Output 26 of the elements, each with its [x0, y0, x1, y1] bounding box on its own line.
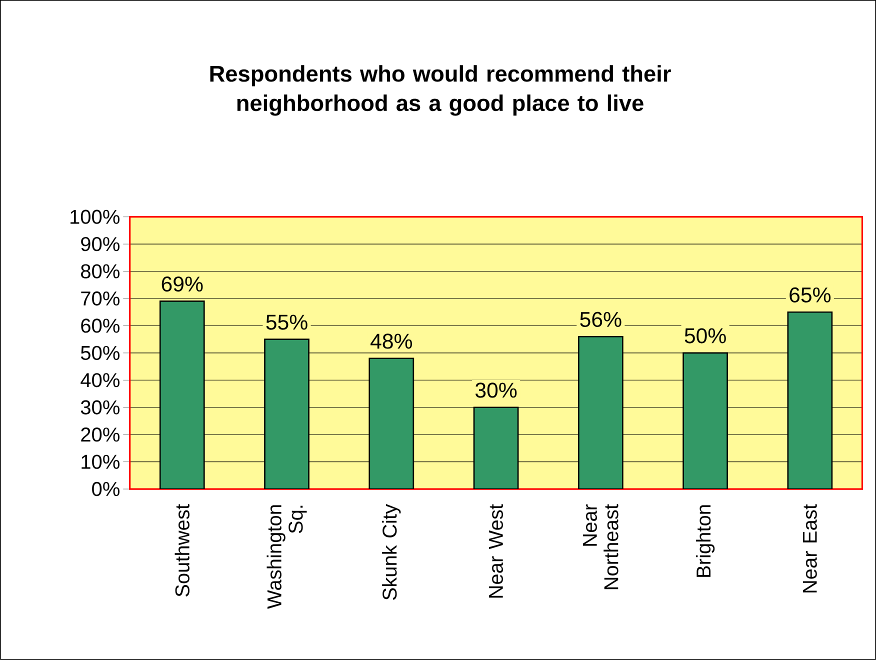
y-tick-label: 90%	[81, 237, 120, 252]
y-tick-label: 60%	[81, 318, 120, 333]
x-tick-label: Washington Sq.	[266, 505, 307, 609]
data-label: 65%	[790, 287, 831, 303]
y-tick-label: 40%	[80, 373, 120, 388]
x-tick-label: Southwest	[174, 504, 190, 597]
data-label: 50%	[684, 328, 726, 344]
y-tick-label: 30%	[80, 400, 120, 415]
x-tick-label: Near East	[802, 504, 817, 592]
y-tick-label: 50%	[80, 346, 120, 360]
data-label: 55%	[266, 314, 308, 330]
chart-title: Respondents who would recommend their neighborhood as a good place to live	[210, 65, 671, 116]
y-tick-label: 10%	[82, 454, 120, 469]
y-tick-label: 100%	[70, 210, 120, 224]
y-tick-label: 0%	[92, 482, 120, 496]
y-tick-label: 80%	[81, 264, 120, 278]
x-tick-label: Near West	[489, 504, 504, 598]
data-label: 48%	[370, 334, 412, 349]
x-tick-label: Near Northeast	[583, 504, 618, 590]
data-label: 30%	[475, 382, 517, 398]
x-tick-label: Skunk City	[382, 504, 401, 600]
data-label: 56%	[580, 312, 622, 328]
data-label: 69%	[162, 276, 203, 292]
x-tick-label: Brighton	[696, 505, 715, 577]
y-tick-label: 70%	[81, 291, 120, 306]
y-tick-label: 20%	[81, 428, 120, 442]
